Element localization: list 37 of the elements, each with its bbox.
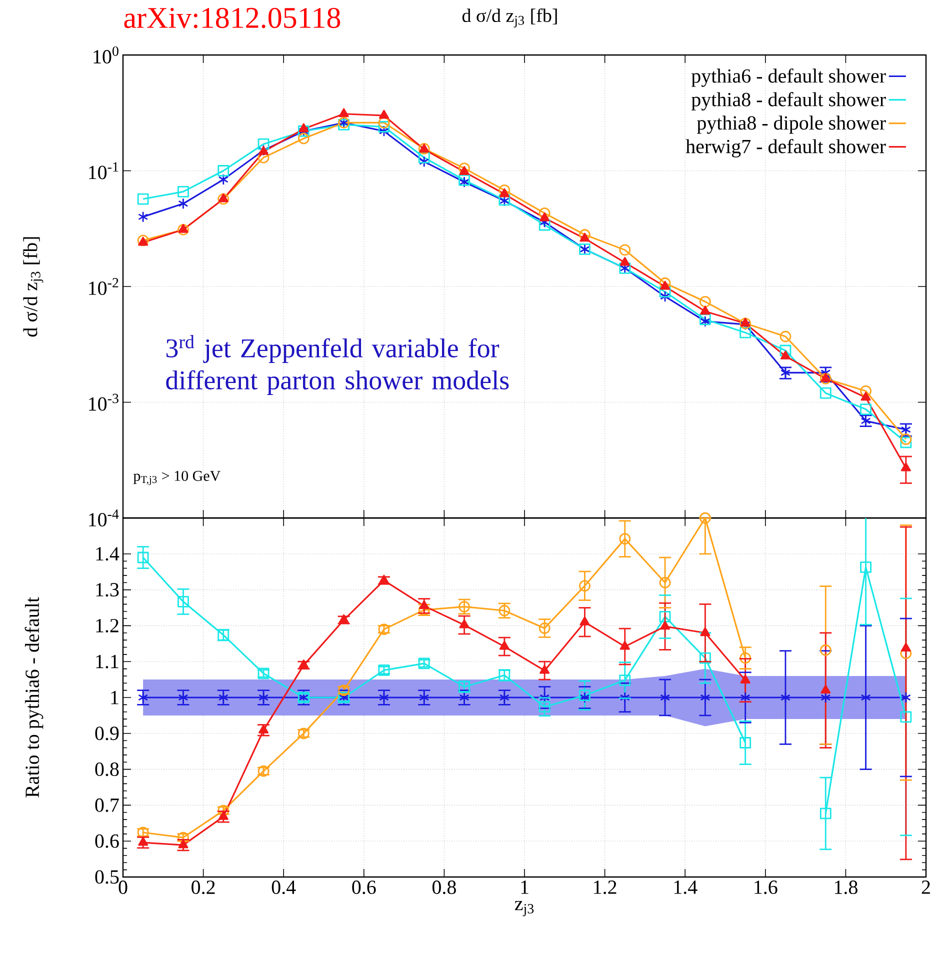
y-tick-label: 10$^{-3}$ (89, 394, 118, 411)
x-tick-label: 1.2 (594, 880, 616, 894)
x-tick-label: 1.6 (754, 880, 778, 894)
y-tick-label: 0.6 (95, 834, 119, 848)
y-tick-label: 0.7 (95, 798, 119, 812)
y-tick-label: 1 (111, 690, 118, 704)
y-tick-label: 10$^{-2}$ (89, 278, 118, 295)
y-tick-label: 1.1 (96, 654, 118, 668)
x-tick-label: 0.2 (192, 880, 215, 894)
legend-label: herwig7 - default shower (686, 139, 886, 158)
chart-title: d σ/d z$_{j3}$ [fb] (462, 8, 557, 28)
y-tick-label: 0.8 (95, 762, 119, 776)
y-tick-label: 0.9 (95, 726, 119, 740)
y-tick-label: 10$^{-4}$ (89, 510, 119, 526)
x-tick-label: 0.8 (432, 880, 456, 894)
legend-label: pythia6 - default shower (691, 68, 886, 87)
y-tick-label: 10$^{0}$ (94, 46, 118, 64)
x-tick-label: 1.4 (674, 880, 698, 894)
y-axis-title: Ratio to pythia6 - default (24, 597, 44, 798)
legend-label: pythia8 - dipole shower (696, 116, 886, 134)
annotation: 3$^{rd}$ jet Zeppenfeld variable for different parton shower models (166, 335, 509, 395)
y-tick-label: 1.2 (96, 618, 118, 632)
x-tick-label: 0 (118, 880, 128, 894)
text: arXiv:1812.05118 (124, 8, 340, 28)
x-tick-label: 1 (521, 880, 528, 894)
x-tick-label: 1.8 (834, 880, 858, 894)
y-tick-label: 10$^{-1}$ (89, 162, 118, 180)
annotation: p$_{T,j3}$ > 10 GeV (133, 470, 220, 486)
x-axis-title: z$_{j3}$ (514, 901, 534, 916)
y-tick-label: 1.3 (96, 583, 119, 597)
x-tick-label: 0.6 (352, 880, 376, 894)
legend-label: pythia8 - default shower (691, 92, 886, 110)
x-tick-label: 2 (922, 880, 930, 894)
y-tick-label: 1.4 (96, 547, 120, 561)
y-axis-title: d σ/d z$_{j3}$ [fb] (23, 237, 44, 337)
x-tick-label: 0.4 (272, 880, 296, 894)
y-tick-label: 0.5 (95, 870, 119, 884)
